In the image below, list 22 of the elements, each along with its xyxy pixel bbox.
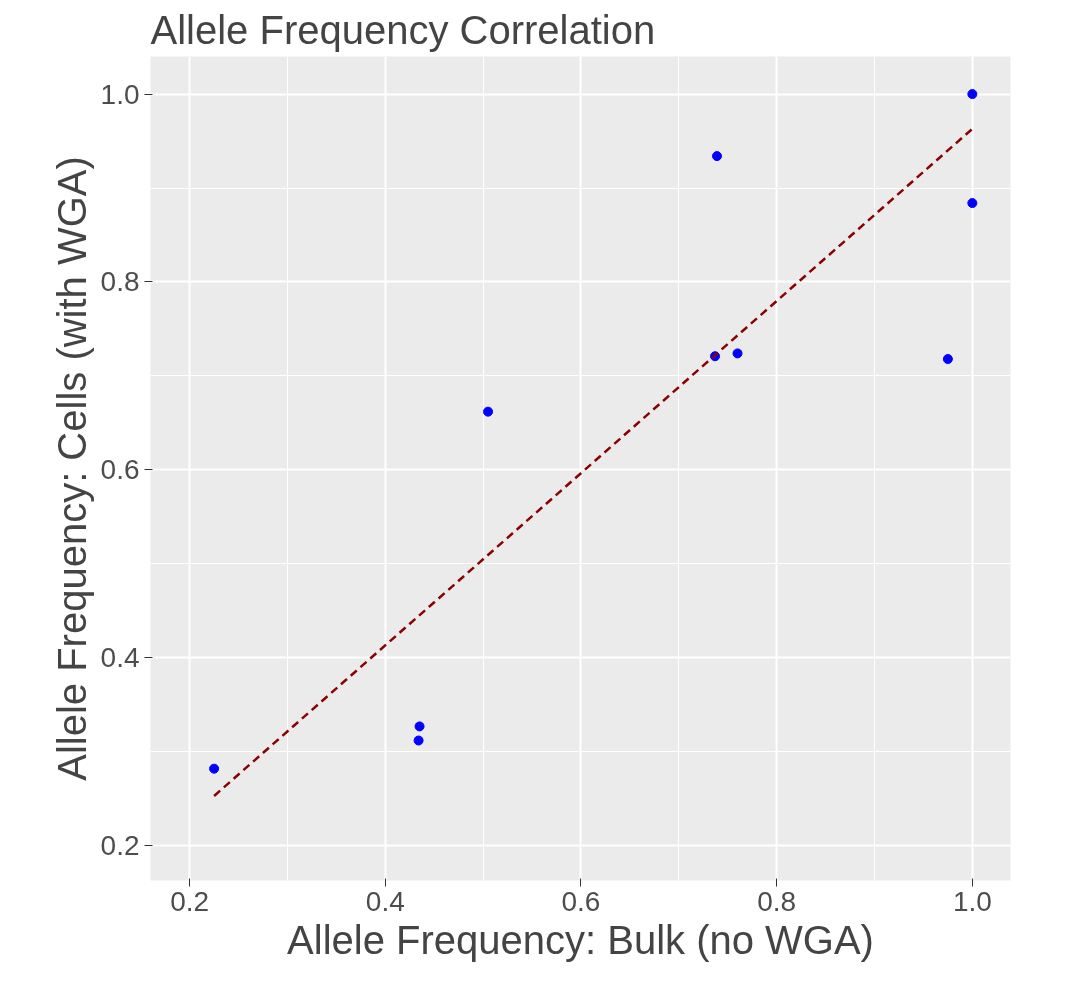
point <box>711 151 722 162</box>
point <box>483 406 494 417</box>
point <box>413 735 424 746</box>
x-tick-label: 0.4 <box>365 885 405 917</box>
y-axis-title: Allele Frequency: Cells (with WGA) <box>49 156 94 781</box>
y-tick-label: 0.8 <box>100 266 140 298</box>
point <box>209 763 220 774</box>
x-tick-label: 1.0 <box>952 885 992 917</box>
y-tick-label: 1.0 <box>100 78 140 110</box>
y-tick-label: 0.4 <box>100 642 140 674</box>
x-axis-title: Allele Frequency: Bulk (no WGA) <box>287 917 874 962</box>
point <box>732 348 743 359</box>
x-tick-label: 0.2 <box>170 885 210 917</box>
y-tick-label: 0.2 <box>100 830 140 862</box>
x-tick-label: 0.6 <box>561 885 601 917</box>
point <box>967 89 978 100</box>
point <box>942 354 953 365</box>
chart-title: Allele Frequency Correlation <box>150 7 656 52</box>
y-tick-label: 0.6 <box>100 454 140 486</box>
point <box>967 198 978 209</box>
point <box>414 721 425 732</box>
x-tick-label: 0.8 <box>757 885 797 917</box>
